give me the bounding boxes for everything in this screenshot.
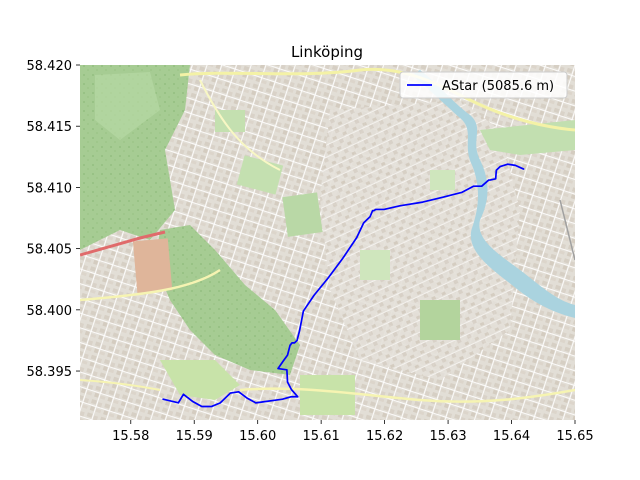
x-tick-label: 15.65: [556, 429, 593, 444]
y-axis: 58.395 58.400 58.405 58.410 58.415 58.420: [27, 59, 80, 380]
x-tick-label: 15.59: [176, 429, 213, 444]
map-background: [80, 65, 575, 420]
x-tick-label: 15.61: [303, 429, 340, 444]
legend: AStar (5085.6 m): [399, 71, 568, 99]
y-tick-label: 58.420: [27, 59, 73, 74]
x-axis: 15.58 15.59 15.60 15.61 15.62 15.63 15.64 15.65: [112, 420, 594, 444]
legend-label: AStar (5085.6 m): [442, 79, 554, 94]
x-tick-label: 15.62: [366, 429, 403, 444]
y-tick-label: 58.405: [27, 243, 73, 258]
x-tick-label: 15.63: [429, 429, 466, 444]
chart-title: Linköping: [291, 43, 363, 61]
y-tick-label: 58.415: [27, 120, 73, 135]
x-tick-label: 15.64: [493, 429, 530, 444]
y-tick-label: 58.395: [27, 365, 73, 380]
y-tick-label: 58.410: [27, 181, 73, 196]
y-tick-label: 58.400: [27, 304, 73, 319]
x-tick-label: 15.60: [239, 429, 276, 444]
route-line: [162, 163, 525, 408]
x-tick-label: 15.58: [112, 429, 149, 444]
